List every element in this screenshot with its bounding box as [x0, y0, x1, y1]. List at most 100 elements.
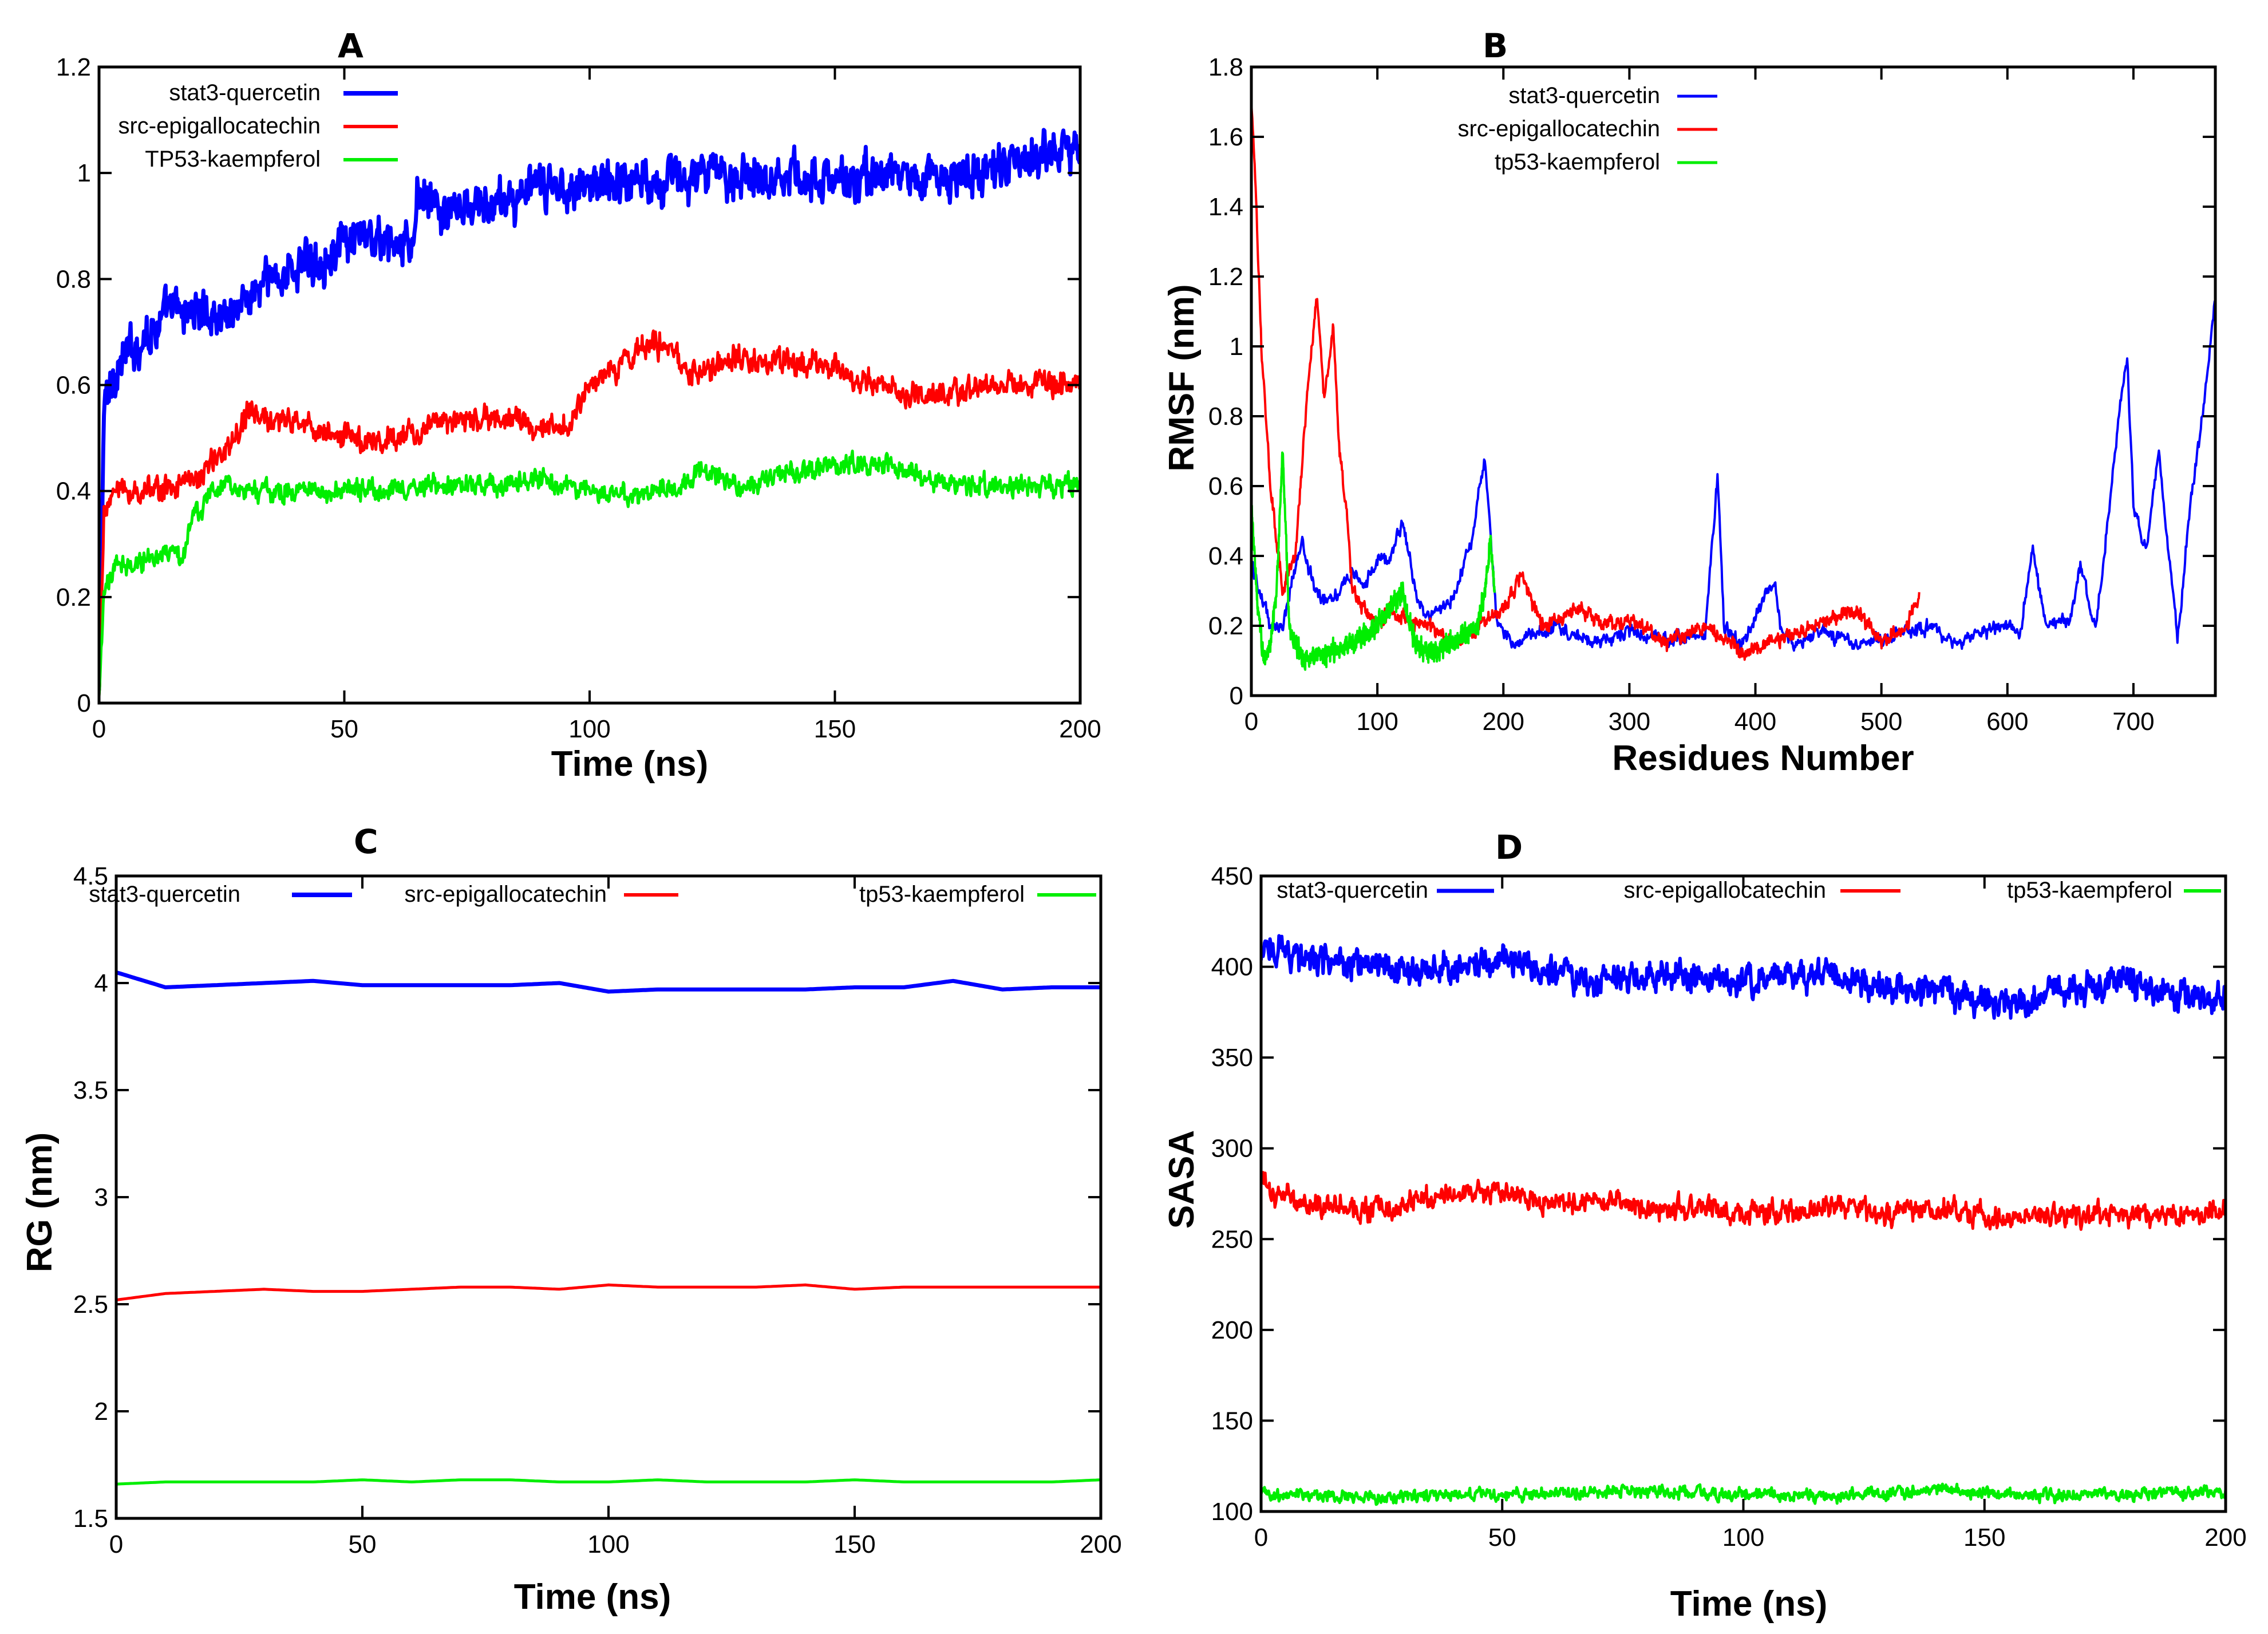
legend-label-src-epigallocatechin: src-epigallocatechin — [118, 113, 321, 139]
x-tick-label: 0 — [109, 1530, 123, 1558]
panel-c-letter: C — [354, 822, 378, 861]
y-tick-label: 300 — [1211, 1135, 1253, 1163]
x-tick-label: 200 — [1059, 715, 1101, 743]
panel-d-sasa-chart: D 0 50 100 150 200 100 150 200 250 300 350 400 450 T… — [1162, 828, 2247, 1624]
y-tick-label: 1.4 — [1208, 193, 1243, 221]
series-line-tp53-kaempferol — [1251, 451, 1496, 671]
panel-b-legend: stat3-quercetin src-epigallocatechin tp5… — [1457, 83, 1717, 175]
series-line-tp53-kaempferol — [1261, 1482, 2226, 1506]
y-tick-label: 1.8 — [1208, 53, 1243, 81]
panel-c-x-axis-title: Time (ns) — [514, 1577, 671, 1617]
panel-d-letter: D — [1495, 828, 1523, 867]
y-tick-label: 350 — [1211, 1044, 1253, 1072]
y-tick-label: 0.2 — [1208, 612, 1243, 640]
x-tick-label: 100 — [568, 715, 610, 743]
series-line-src-epigallocatechin — [1251, 101, 1921, 661]
y-tick-label: 0.4 — [1208, 542, 1243, 570]
series-line-tp53-kaempferol — [116, 1478, 1101, 1486]
series-line-src-epigallocatechin — [1261, 1171, 2226, 1231]
y-tick-label: 0.8 — [56, 265, 91, 293]
y-tick-label: 0 — [77, 689, 91, 717]
legend-label-tp53-kaempferol: tp53-kaempferol — [2007, 878, 2172, 903]
x-tick-label: 400 — [1734, 708, 1776, 736]
y-tick-label: 1.5 — [73, 1505, 108, 1533]
y-tick-label: 1.2 — [1208, 263, 1243, 291]
y-tick-label: 0.6 — [1208, 472, 1243, 500]
x-tick-label: 150 — [1963, 1524, 2005, 1552]
y-tick-label: 0.6 — [56, 372, 91, 400]
panel-a-series-group — [99, 128, 1080, 697]
y-tick-label: 0.2 — [56, 583, 91, 611]
panel-a-rmsd-chart: A 0 50 100 150 200 0 0.2 0.4 0.6 0.8 1 1.2 Time (ns… — [56, 26, 1101, 784]
panel-d-ticks: 0 50 100 150 200 100 150 200 250 300 350 400 450 — [1211, 862, 2247, 1552]
x-tick-label: 0 — [92, 715, 106, 743]
panel-b-rmsf-chart: B 0 100 200 300 400 500 600 700 0 0.2 0.4 0.6 0.8 1 1.… — [1162, 26, 2217, 778]
x-tick-label: 50 — [1488, 1524, 1516, 1552]
legend-label-stat3-quercetin: stat3-quercetin — [89, 882, 240, 907]
legend-label-src-epigallocatechin: src-epigallocatechin — [404, 882, 607, 907]
series-line-stat3-quercetin — [99, 128, 1080, 690]
panel-a-letter: A — [338, 26, 363, 65]
legend-label-stat3-quercetin: stat3-quercetin — [1508, 83, 1660, 108]
panel-b-x-axis-title: Residues Number — [1612, 739, 1914, 778]
legend-label-tp53-kaempferol: tp53-kaempferol — [1495, 149, 1660, 175]
x-tick-label: 100 — [1722, 1524, 1764, 1552]
panel-d-y-axis-title: SASA — [1162, 1130, 1202, 1229]
y-tick-label: 250 — [1211, 1225, 1253, 1253]
y-tick-label: 200 — [1211, 1316, 1253, 1344]
x-tick-label: 100 — [1356, 708, 1398, 736]
panel-b-letter: B — [1483, 26, 1508, 65]
y-tick-label: 400 — [1211, 953, 1253, 981]
y-tick-label: 100 — [1211, 1498, 1253, 1526]
panel-a-legend: stat3-quercetin src-epigallocatechin TP5… — [118, 80, 398, 172]
y-tick-label: 4.5 — [73, 862, 108, 890]
x-tick-label: 600 — [1986, 708, 2028, 736]
panel-c-legend: stat3-quercetin src-epigallocatechin tp5… — [89, 882, 1096, 907]
y-tick-label: 1.6 — [1208, 123, 1243, 151]
x-tick-label: 100 — [587, 1530, 629, 1558]
series-line-tp53-kaempferol — [99, 449, 1080, 697]
x-tick-label: 700 — [2112, 708, 2154, 736]
y-tick-label: 2 — [94, 1398, 108, 1426]
y-tick-label: 4 — [94, 969, 108, 997]
legend-label-src-epigallocatechin: src-epigallocatechin — [1623, 878, 1826, 903]
x-tick-label: 200 — [1080, 1530, 1121, 1558]
legend-label-tp53-kaempferol: TP53-kaempferol — [145, 147, 321, 172]
y-tick-label: 450 — [1211, 862, 1253, 890]
y-tick-label: 150 — [1211, 1407, 1253, 1435]
legend-label-tp53-kaempferol: tp53-kaempferol — [859, 882, 1025, 907]
legend-label-src-epigallocatechin: src-epigallocatechin — [1457, 116, 1660, 141]
panel-b-plot-area — [1250, 65, 2217, 697]
legend-label-stat3-quercetin: stat3-quercetin — [1277, 878, 1428, 903]
series-line-src-epigallocatechin — [116, 1283, 1101, 1301]
y-tick-label: 1 — [77, 159, 91, 187]
x-tick-label: 0 — [1254, 1524, 1268, 1552]
panel-b-series-group — [1251, 101, 2215, 671]
panel-b-frame — [1250, 65, 2217, 697]
panel-d-x-axis-title: Time (ns) — [1670, 1584, 1827, 1624]
y-tick-label: 0.8 — [1208, 402, 1243, 431]
panel-b-y-axis-title: RMSF (nm) — [1162, 284, 1202, 471]
y-tick-label: 0 — [1230, 682, 1243, 710]
y-tick-label: 2.5 — [73, 1290, 108, 1319]
y-tick-label: 3.5 — [73, 1076, 108, 1104]
series-line-src-epigallocatechin — [99, 329, 1080, 696]
x-tick-label: 200 — [2204, 1524, 2246, 1552]
x-tick-label: 150 — [833, 1530, 875, 1558]
legend-label-stat3-quercetin: stat3-quercetin — [169, 80, 321, 105]
panel-b-ticks: 0 100 200 300 400 500 600 700 0 0.2 0.4 0.6 0.8 1 1.2 1… — [1208, 53, 2215, 736]
panel-c-y-axis-title: RG (nm) — [20, 1132, 60, 1273]
x-tick-label: 50 — [330, 715, 358, 743]
x-tick-label: 50 — [349, 1530, 377, 1558]
y-tick-label: 3 — [94, 1183, 108, 1211]
y-tick-label: 1 — [1230, 333, 1243, 361]
series-line-stat3-quercetin — [1261, 934, 2226, 1020]
y-tick-label: 0.4 — [56, 477, 91, 506]
x-tick-label: 500 — [1860, 708, 1902, 736]
panel-c-ticks: 0 50 100 150 200 1.5 2 2.5 3 3.5 4 4.5 — [73, 862, 1122, 1558]
x-tick-label: 150 — [814, 715, 856, 743]
panel-a-ticks: 0 50 100 150 200 0 0.2 0.4 0.6 0.8 1 1.2 — [56, 53, 1101, 743]
panel-a-x-axis-title: Time (ns) — [551, 744, 708, 784]
